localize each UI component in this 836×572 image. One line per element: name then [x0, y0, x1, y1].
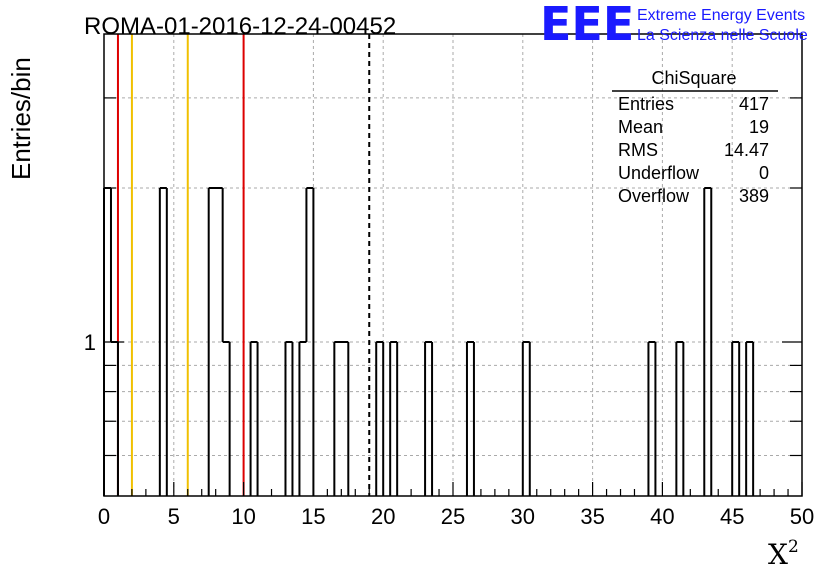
- y-tick-label: 1: [84, 330, 96, 355]
- histogram-bin: [746, 342, 753, 496]
- histogram-bin: [251, 342, 258, 496]
- stats-row-value: 389: [739, 186, 769, 206]
- histogram-bin: [676, 342, 683, 496]
- histogram-bin: [160, 188, 167, 496]
- logo-mark: EEE: [540, 0, 634, 51]
- x-tick-label: 10: [231, 504, 255, 529]
- x-tick-label: 40: [650, 504, 674, 529]
- x-tick-label: 25: [441, 504, 465, 529]
- stats-row-label: Overflow: [618, 186, 690, 206]
- stats-row-value: 417: [739, 94, 769, 114]
- histogram-bin: [376, 342, 383, 496]
- eee-logo: EEE Extreme Energy Events La Scienza nel…: [540, 0, 808, 51]
- y-axis-label: Entries/bin: [6, 57, 36, 180]
- histogram-bin: [425, 342, 432, 496]
- histogram-bin: [732, 342, 739, 496]
- x-tick-label: 20: [371, 504, 395, 529]
- stats-title: ChiSquare: [651, 68, 736, 88]
- stats-row-value: 19: [749, 117, 769, 137]
- axis-ticks: [103, 97, 803, 496]
- histogram-bin: [467, 342, 474, 496]
- logo-line-2: La Scienza nelle Scuole: [637, 27, 808, 44]
- histogram-bin: [704, 188, 711, 496]
- histogram-bin: [523, 342, 530, 496]
- x-tick-label: 5: [168, 504, 180, 529]
- histogram-bin: [223, 342, 230, 496]
- stats-row-label: Underflow: [618, 163, 700, 183]
- histogram-bin: [285, 342, 292, 496]
- x-axis-label: X2: [768, 537, 799, 571]
- x-tick-label: 45: [720, 504, 744, 529]
- stats-row-value: 0: [759, 163, 769, 183]
- logo-line-1: Extreme Energy Events: [637, 7, 805, 24]
- histogram-bin: [216, 188, 223, 496]
- stats-row-label: RMS: [618, 140, 658, 160]
- chart-title: ROMA-01-2016-12-24-00452: [84, 13, 396, 40]
- histogram-bin: [341, 342, 348, 496]
- x-tick-label: 35: [580, 504, 604, 529]
- histogram-bin: [306, 188, 313, 496]
- stats-row-value: 14.47: [724, 140, 769, 160]
- stats-box: ChiSquare Entries 417 Mean 19 RMS 14.47 Underf…: [612, 68, 778, 206]
- x-tick-label: 30: [511, 504, 535, 529]
- stats-row-label: Mean: [618, 117, 663, 137]
- histogram-bin: [390, 342, 397, 496]
- marker-lines: [116, 34, 371, 496]
- histogram-bin: [299, 342, 306, 496]
- stats-row-label: Entries: [618, 94, 674, 114]
- x-tick-label: 0: [98, 504, 110, 529]
- x-tick-label: 15: [301, 504, 325, 529]
- histogram-bin: [334, 342, 341, 496]
- histogram-bin: [209, 188, 216, 496]
- histogram-bin: [648, 342, 655, 496]
- axis-tick-labels: 0 5 10 15 20 25 30 35 40 45 50 1: [84, 330, 814, 529]
- x-tick-label: 50: [790, 504, 814, 529]
